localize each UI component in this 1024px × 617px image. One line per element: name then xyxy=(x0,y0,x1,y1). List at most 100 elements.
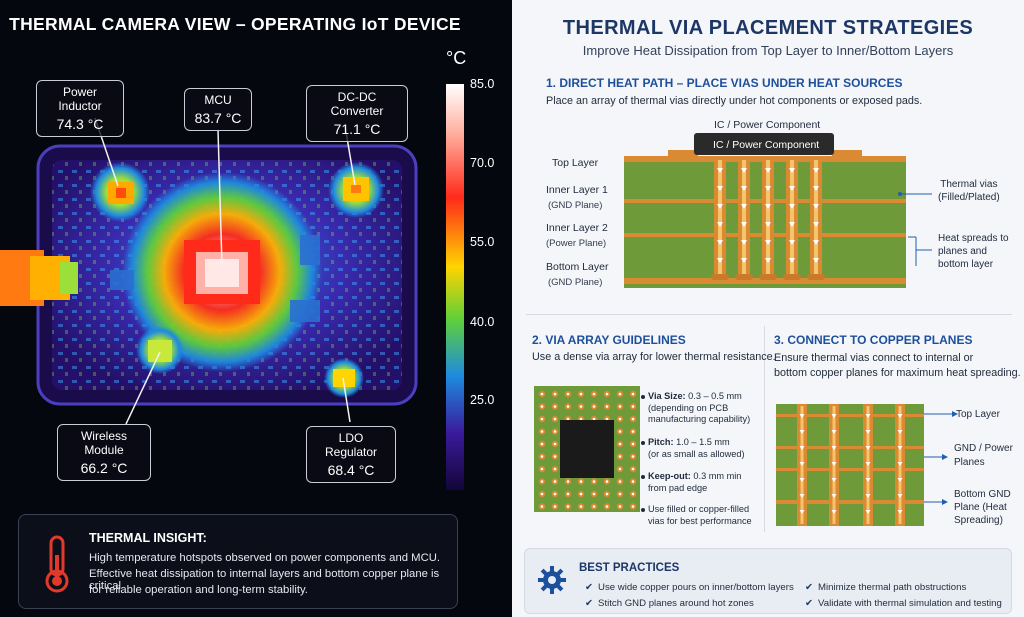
section-1-desc: Place an array of thermal vias directly … xyxy=(546,95,923,107)
via-array-diagram xyxy=(534,386,640,512)
check-icon: ✔ xyxy=(585,582,594,593)
layer-label: Inner Layer 2 xyxy=(546,222,608,234)
heat-arrow xyxy=(813,186,819,191)
component-name: DC-DC Converter xyxy=(330,90,384,118)
via-pad xyxy=(807,274,825,280)
layer-sublabel: (GND Plane) xyxy=(548,200,603,211)
via-core xyxy=(790,160,794,274)
heat-arrow xyxy=(865,414,871,418)
heat-arrow xyxy=(865,478,871,482)
array-via-hole xyxy=(540,392,544,396)
array-via-hole xyxy=(540,405,544,408)
thermometer-icon xyxy=(45,535,69,593)
heat-arrow xyxy=(865,510,871,514)
heat-arrow xyxy=(865,462,871,466)
array-via-hole xyxy=(540,467,544,471)
heat-arrow xyxy=(799,462,805,466)
array-via-hole xyxy=(540,430,544,433)
heat-arrow xyxy=(717,222,723,227)
component-temp: 68.4 °C xyxy=(327,462,375,478)
heat-arrow xyxy=(897,430,903,434)
section-2-desc: Use a dense via array for lower thermal … xyxy=(532,351,776,363)
bullet-label: Keep-out: xyxy=(648,471,691,481)
layer-sublabel: (GND Plane) xyxy=(548,277,603,288)
scale-unit: °C xyxy=(446,48,467,68)
heat-arrow xyxy=(717,258,723,263)
heat-arrow xyxy=(789,204,795,209)
bullet-extra: (or as small as allowed) xyxy=(648,448,745,459)
best-practice-item: ✔ Stitch GND planes around hot zones xyxy=(585,598,754,609)
insight-line: for reliable operation and long-term sta… xyxy=(89,584,308,596)
array-via-hole xyxy=(618,405,622,408)
anno-line: (Filled/Plated) xyxy=(938,192,1000,203)
array-via-hole xyxy=(631,430,635,433)
heat-arrow xyxy=(813,240,819,245)
heat-arrow xyxy=(831,462,837,466)
section-2-heading: 2. VIA ARRAY GUIDELINES xyxy=(532,333,686,347)
array-via-hole xyxy=(605,417,609,421)
desc-line: Ensure thermal vias connect to internal … xyxy=(774,352,974,364)
plane-label-mid: GND / Power Planes xyxy=(954,442,1013,470)
array-via-hole xyxy=(579,405,583,408)
bullet-value: 0.3 mm min xyxy=(690,471,742,481)
heat-arrow xyxy=(799,510,805,514)
label-line: Spreading) xyxy=(954,515,1003,526)
array-via-hole xyxy=(553,405,557,408)
via-pad xyxy=(759,274,777,280)
array-via-hole xyxy=(618,392,622,396)
array-via-hole xyxy=(631,492,635,496)
component-label: IC / Power Component xyxy=(714,119,821,131)
heat-arrow xyxy=(741,258,747,263)
bullet-value: 0.3 – 0.5 mm xyxy=(685,391,742,401)
array-via-hole xyxy=(566,480,570,483)
array-via-hole xyxy=(579,505,583,508)
array-via-hole xyxy=(540,417,544,421)
heat-arrow xyxy=(799,414,805,418)
via-core xyxy=(766,160,770,274)
heat-arrow xyxy=(789,168,795,173)
page-title: THERMAL VIA PLACEMENT STRATEGIES xyxy=(562,17,974,39)
section-3-desc: Ensure thermal vias connect to internal … xyxy=(774,351,1021,381)
plane-label-bottom: Bottom GND Plane (Heat Spreading) xyxy=(954,488,1011,527)
heat-arrow xyxy=(813,258,819,263)
component-temp: 71.1 °C xyxy=(333,121,381,137)
array-via-hole xyxy=(553,430,557,433)
array-via-hole xyxy=(540,492,544,496)
heat-arrow xyxy=(741,222,747,227)
heat-arrow xyxy=(865,446,871,450)
array-via-hole xyxy=(618,480,622,483)
component-temp: 74.3 °C xyxy=(56,116,104,132)
heat-arrow xyxy=(765,186,771,191)
array-via-hole xyxy=(579,480,583,483)
heat-arrow xyxy=(831,510,837,514)
heat-arrow xyxy=(789,222,795,227)
heat-arrow xyxy=(897,462,903,466)
bullet-value: Use filled or copper-filled xyxy=(648,504,750,514)
array-via-hole xyxy=(553,467,557,471)
heat-arrow xyxy=(741,204,747,209)
array-via-hole xyxy=(605,505,609,508)
thermal-view-title: THERMAL CAMERA VIEW – OPERATING IoT DEVI… xyxy=(9,14,461,34)
section-divider xyxy=(764,326,765,532)
array-via-hole xyxy=(631,417,635,421)
array-via-hole xyxy=(553,505,557,508)
heat-arrow xyxy=(865,430,871,434)
guideline-bullet: Keep-out: 0.3 mm min from pad edge xyxy=(648,471,768,494)
array-via-hole xyxy=(618,442,622,446)
callout-power-inductor: Power Inductor 74.3 °C xyxy=(36,80,124,137)
array-via-hole xyxy=(631,505,635,508)
bullet-label: Pitch: xyxy=(648,437,674,447)
via-core xyxy=(742,160,746,274)
thermal-insight-box: THERMAL INSIGHT: High temperature hotspo… xyxy=(18,514,458,609)
heat-arrow xyxy=(831,478,837,482)
via-pad xyxy=(711,274,729,280)
heat-arrow xyxy=(897,510,903,514)
layer-sublabel: (Power Plane) xyxy=(546,238,607,249)
array-via-hole xyxy=(605,480,609,483)
bullet-value: 1.0 – 1.5 mm xyxy=(673,437,730,447)
array-via-hole xyxy=(592,505,596,508)
scale-tick: 85.0 xyxy=(470,77,495,91)
heat-arrow xyxy=(717,186,723,191)
array-via-hole xyxy=(618,455,622,458)
array-via-hole xyxy=(592,392,596,396)
